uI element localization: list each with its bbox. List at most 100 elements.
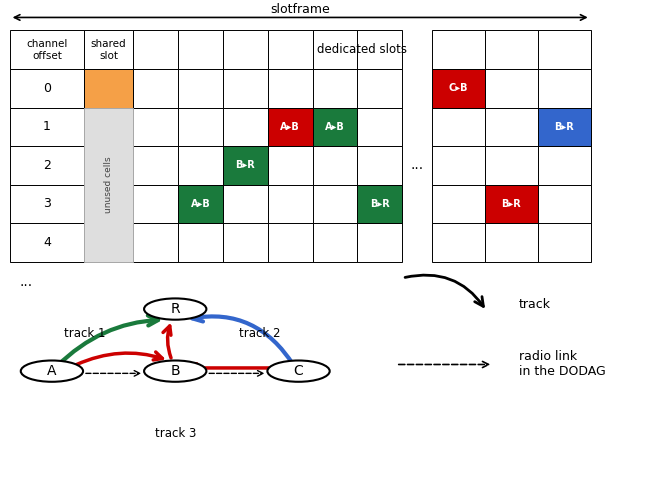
Bar <box>313 30 358 69</box>
Bar <box>313 69 358 107</box>
Text: dedicated slots: dedicated slots <box>317 43 407 56</box>
Text: ...: ... <box>410 158 424 172</box>
Bar <box>432 223 485 262</box>
Bar <box>485 107 537 146</box>
Bar <box>178 69 223 107</box>
Bar <box>432 146 485 185</box>
Bar <box>133 69 178 107</box>
Bar <box>133 30 178 69</box>
Text: A▸B: A▸B <box>325 122 345 132</box>
Bar <box>10 69 84 107</box>
Bar <box>178 185 223 223</box>
Bar <box>178 223 223 262</box>
Bar <box>84 107 133 262</box>
Bar <box>537 146 591 185</box>
Bar <box>178 30 223 69</box>
Text: 4: 4 <box>43 236 51 249</box>
Text: A▸B: A▸B <box>280 122 300 132</box>
Bar <box>432 30 485 69</box>
Bar <box>537 223 591 262</box>
Bar <box>223 185 268 223</box>
Bar <box>313 146 358 185</box>
Bar <box>358 223 402 262</box>
Bar <box>84 146 133 185</box>
Bar <box>84 223 133 262</box>
Bar <box>268 185 313 223</box>
Text: B▸R: B▸R <box>501 199 521 209</box>
Bar <box>313 107 358 146</box>
Bar <box>84 69 133 107</box>
Bar <box>537 107 591 146</box>
Bar <box>133 146 178 185</box>
Bar <box>133 223 178 262</box>
Text: 1: 1 <box>43 120 51 133</box>
Bar <box>133 185 178 223</box>
Text: 2: 2 <box>43 159 51 172</box>
Bar <box>485 30 537 69</box>
Bar <box>268 146 313 185</box>
Bar <box>223 69 268 107</box>
Bar <box>10 146 84 185</box>
Bar <box>84 185 133 223</box>
Bar <box>178 107 223 146</box>
Text: B▸R: B▸R <box>236 161 255 170</box>
Text: track: track <box>519 298 551 311</box>
Bar <box>358 185 402 223</box>
Bar <box>178 185 223 223</box>
Text: track 1: track 1 <box>64 327 105 340</box>
Bar <box>485 223 537 262</box>
Circle shape <box>144 361 206 382</box>
Text: C▸B: C▸B <box>448 83 468 93</box>
Text: 0: 0 <box>43 82 51 95</box>
Bar <box>84 107 133 146</box>
Circle shape <box>21 361 83 382</box>
Text: C: C <box>293 364 304 378</box>
Bar <box>10 223 84 262</box>
Bar <box>432 107 485 146</box>
Text: 3: 3 <box>43 197 51 210</box>
Bar <box>133 107 178 146</box>
Bar <box>485 185 537 223</box>
Bar <box>313 185 358 223</box>
Circle shape <box>144 298 206 320</box>
Bar <box>432 69 485 107</box>
Bar <box>485 146 537 185</box>
Bar <box>84 30 133 69</box>
Bar <box>358 107 402 146</box>
Bar <box>485 69 537 107</box>
Text: B▸R: B▸R <box>554 122 574 132</box>
Text: B: B <box>171 364 180 378</box>
Text: track 3: track 3 <box>154 427 196 440</box>
Bar <box>268 223 313 262</box>
Bar <box>537 30 591 69</box>
Bar <box>432 69 485 107</box>
Bar <box>432 185 485 223</box>
Bar <box>223 146 268 185</box>
Bar <box>313 223 358 262</box>
Text: channel
offset: channel offset <box>27 39 67 61</box>
Bar <box>537 185 591 223</box>
Text: slotframe: slotframe <box>270 3 330 16</box>
Circle shape <box>267 361 330 382</box>
Bar <box>10 30 84 69</box>
Bar <box>223 107 268 146</box>
Bar <box>537 107 591 146</box>
Bar <box>268 30 313 69</box>
Bar <box>223 30 268 69</box>
Text: A▸B: A▸B <box>191 199 210 209</box>
Text: A: A <box>47 364 56 378</box>
Text: shared
slot: shared slot <box>91 39 127 61</box>
Bar <box>10 107 84 146</box>
Text: ...: ... <box>19 275 32 290</box>
Bar <box>223 146 268 185</box>
Bar <box>358 30 402 69</box>
Bar <box>268 107 313 146</box>
Bar <box>268 69 313 107</box>
Bar <box>313 107 358 146</box>
Bar <box>485 185 537 223</box>
Text: radio link
in the DODAG: radio link in the DODAG <box>519 350 606 378</box>
Bar <box>178 146 223 185</box>
Bar <box>358 185 402 223</box>
Bar <box>268 107 313 146</box>
Text: R: R <box>171 302 180 316</box>
